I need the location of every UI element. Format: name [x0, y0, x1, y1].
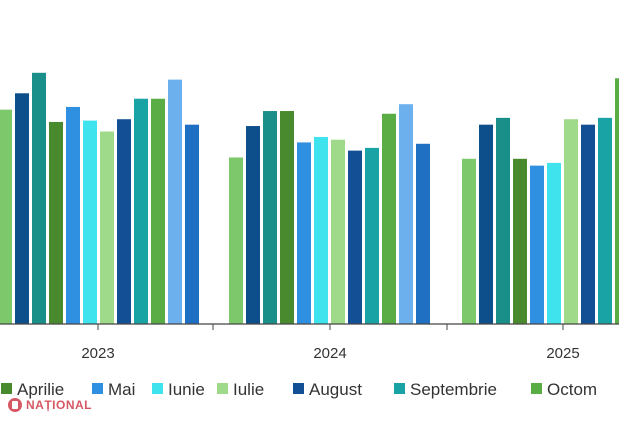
bar-2024-s11: [416, 143, 430, 324]
bar-2023-august: [117, 119, 131, 324]
bar-2023-mai: [66, 106, 80, 324]
legend-label-octombrie: Octom: [547, 380, 597, 399]
x-tick-label-2024: 2024: [313, 345, 346, 362]
bar-2023-s1: [15, 93, 29, 324]
bar-2025-1: [479, 124, 493, 325]
bar-2023-s2: [32, 72, 46, 324]
bar-2023-iulie: [100, 131, 114, 324]
legend-swatch-septembrie: [394, 383, 405, 394]
bar-2023-aprilie: [49, 121, 63, 325]
legend-swatch-aprilie: [1, 383, 12, 394]
bar-2025-iunie: [547, 162, 561, 324]
bar-2023-septembrie: [134, 98, 148, 324]
bar-2024-august: [348, 150, 362, 324]
bar-2024-iulie: [331, 139, 345, 324]
bar-2024-septembrie: [365, 147, 379, 324]
bar-2023-s11: [185, 124, 199, 325]
legend-swatch-mai: [92, 383, 103, 394]
legend-swatch-august: [293, 383, 304, 394]
legend-swatch-iunie: [152, 383, 163, 394]
watermark-text: NAȚIONAL: [26, 398, 92, 412]
bar-2023-s0: [0, 109, 12, 325]
bar-2023-iunie: [83, 120, 97, 324]
legend-label-iulie: Iulie: [233, 380, 264, 399]
x-tick-label-2023: 2023: [81, 345, 114, 362]
bar-2024-aprilie: [280, 111, 294, 324]
legend-label-aprilie: Aprilie: [17, 380, 64, 399]
bar-2024-s12: [229, 157, 243, 324]
legend-label-mai: Mai: [108, 380, 135, 399]
bar-2024-iunie: [314, 136, 328, 324]
bar-2025-2: [496, 117, 510, 324]
bar-2025-aprilie: [513, 158, 527, 324]
bar-2024-s10: [399, 104, 413, 324]
legend-label-august: August: [309, 380, 362, 399]
legend-swatch-octombrie: [531, 383, 542, 394]
bar-2024-mai: [297, 142, 311, 324]
bar-2024-octombrie: [382, 113, 396, 324]
legend-label-septembrie: Septembrie: [410, 380, 497, 399]
bar-2025-septembrie: [598, 117, 612, 324]
bar-2025-iulie: [564, 119, 578, 324]
national-logo-icon: [8, 398, 22, 412]
bar-2024-s14: [263, 111, 277, 324]
legend-label-iunie: Iunie: [168, 380, 205, 399]
bar-2024-s13: [246, 126, 260, 324]
x-tick-label-2025: 2025: [546, 345, 579, 362]
bar-2023-octombrie: [151, 98, 165, 324]
watermark-logo: NAȚIONAL: [8, 398, 92, 412]
bar-2025-octombrie: [615, 78, 619, 325]
bar-2025-mai: [530, 165, 544, 324]
bar-2025-0: [462, 158, 476, 324]
bar-2023-s10: [168, 79, 182, 324]
legend-swatch-iulie: [217, 383, 228, 394]
bar-2025-august: [581, 124, 595, 325]
